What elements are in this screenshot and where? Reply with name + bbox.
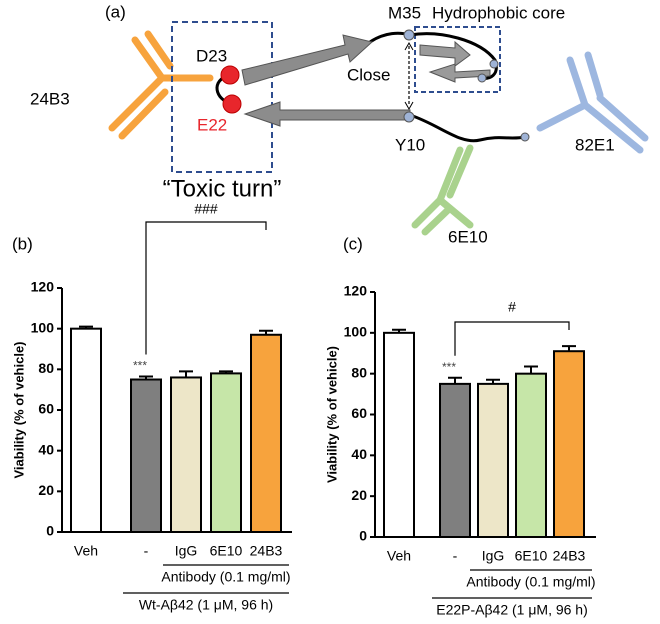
y-tick-label: 60 — [38, 401, 54, 417]
core-label: Hydrophobic core — [432, 3, 565, 22]
residue-dot — [222, 94, 242, 114]
condition-label: E22P-Aβ42 (1 μM, 96 h) — [436, 602, 588, 618]
distance-arrow — [404, 41, 414, 111]
core-box — [414, 26, 501, 93]
x-tick-label: 6E10 — [515, 548, 548, 564]
significance-label: *** — [442, 360, 456, 374]
y-axis-title: Viability (% of vehicle) — [324, 346, 339, 483]
backbone — [369, 31, 526, 143]
x-tick-label: 24B3 — [553, 548, 586, 564]
turn-label: “Toxic turn” — [163, 175, 282, 202]
x-tick-label: 24B3 — [250, 543, 283, 559]
bar — [515, 372, 547, 538]
error-bar — [259, 329, 273, 335]
antibody-6e10 — [411, 144, 474, 236]
error-bar — [524, 365, 538, 374]
panel-label: (a) — [105, 2, 126, 21]
residue-dot — [520, 132, 530, 142]
panel-label: (c) — [343, 234, 363, 253]
residue-label: E22 — [197, 115, 227, 134]
diagram: (a) 24B3 D23 E22 “Toxic turn” M35 Hydrop… — [30, 2, 649, 246]
error-bar — [79, 325, 93, 329]
beta-strand — [419, 40, 471, 67]
residue-label: M35 — [388, 3, 421, 22]
antibody-24b3 — [108, 30, 214, 140]
group-label: Antibody (0.1 mg/ml) — [161, 569, 290, 585]
residue-dot — [220, 65, 240, 85]
beta-strand — [243, 101, 411, 127]
residue-dot — [403, 111, 415, 123]
x-tick-label: Veh — [387, 548, 411, 564]
bar — [477, 382, 509, 538]
antibody-label: 24B3 — [30, 89, 70, 108]
error-bar — [219, 370, 233, 374]
bar — [170, 376, 202, 534]
residue-dot — [477, 73, 487, 83]
y-tick-label: 80 — [351, 364, 367, 380]
y-tick-label: 0 — [46, 523, 54, 539]
x-tick-label: Veh — [74, 543, 98, 559]
close-label: Close — [347, 65, 390, 84]
x-tick-label: - — [453, 548, 458, 564]
toxic-turn-box — [171, 21, 273, 173]
x-tick-label: 6E10 — [210, 543, 243, 559]
y-tick-label: 0 — [359, 528, 367, 544]
bar — [383, 331, 415, 539]
y-tick-label: 100 — [344, 324, 368, 340]
bar — [130, 378, 162, 533]
error-bar — [562, 345, 576, 352]
condition-label: Wt-Aβ42 (1 μM, 96 h) — [139, 597, 273, 613]
bar — [210, 372, 242, 533]
comparison-bracket — [454, 321, 570, 356]
y-axis-title: Viability (% of vehicle) — [11, 341, 26, 478]
y-tick-label: 60 — [351, 405, 367, 421]
y-tick-label: 20 — [351, 487, 367, 503]
x-tick-label: IgG — [482, 548, 505, 564]
error-bar — [486, 378, 500, 384]
antibody-label: 82E1 — [575, 135, 615, 154]
bar — [70, 327, 102, 533]
bar — [553, 350, 585, 539]
comparison-bracket — [145, 221, 267, 355]
antibody-label: 6E10 — [448, 227, 488, 246]
residue-dot — [403, 29, 415, 41]
comparison-label: ### — [194, 201, 218, 217]
error-bar — [179, 370, 193, 378]
x-tick-label: IgG — [175, 543, 198, 559]
y-tick-label: 120 — [31, 279, 55, 295]
x-tick-label: - — [144, 543, 149, 559]
y-tick-label: 80 — [38, 360, 54, 376]
y-tick-label: 40 — [351, 446, 367, 462]
y-tick-label: 100 — [31, 319, 55, 335]
residue-dot — [489, 59, 499, 69]
error-bar — [139, 375, 153, 380]
error-bar — [392, 328, 406, 333]
residue-label: Y10 — [395, 135, 425, 154]
error-bar — [448, 376, 462, 384]
beta-strand — [241, 34, 374, 86]
group-label: Antibody (0.1 mg/ml) — [466, 574, 595, 590]
bar — [439, 382, 471, 538]
bar — [250, 333, 282, 533]
panel-label: (b) — [12, 234, 33, 253]
comparison-label: # — [508, 299, 516, 315]
y-tick-label: 20 — [38, 482, 54, 498]
antibody-82e1 — [536, 51, 649, 154]
y-tick-label: 40 — [38, 441, 54, 457]
y-tick-label: 120 — [344, 283, 368, 299]
residue-label: D23 — [196, 46, 227, 65]
significance-label: *** — [133, 359, 147, 373]
